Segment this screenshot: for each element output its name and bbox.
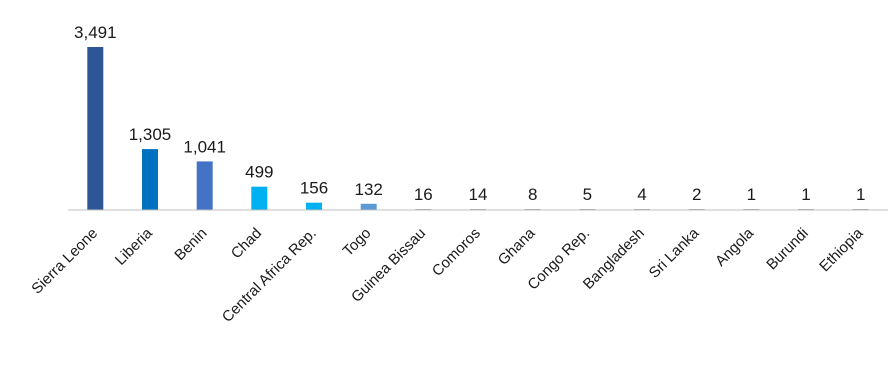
value-label: 14 bbox=[469, 185, 488, 204]
bar-benin bbox=[196, 161, 213, 210]
x-tick-label: Ghana bbox=[495, 224, 539, 268]
value-label: 4 bbox=[637, 185, 646, 204]
value-labels-layer: 3,491 1,305 1,041 499 156 132 16 14 8 5 4 2 1 1 1 bbox=[74, 23, 865, 204]
value-label: 3,491 bbox=[74, 23, 117, 42]
x-tick-label: Benin bbox=[171, 225, 210, 264]
x-tick-label: Liberia bbox=[112, 224, 156, 268]
bar-sierra-leone bbox=[87, 47, 104, 210]
value-label: 1 bbox=[801, 185, 810, 204]
x-tick-label: Burundi bbox=[763, 225, 812, 274]
value-label: 2 bbox=[692, 185, 701, 204]
x-tick-label: Central Africa Rep. bbox=[219, 225, 320, 326]
x-tick-label: Comoros bbox=[429, 225, 484, 280]
value-label: 16 bbox=[414, 185, 433, 204]
value-label: 156 bbox=[300, 179, 328, 198]
value-label: 5 bbox=[583, 185, 592, 204]
value-label: 8 bbox=[528, 185, 537, 204]
value-label: 1,041 bbox=[183, 137, 226, 156]
x-tick-label: Sierra Leone bbox=[28, 225, 101, 298]
value-label: 1 bbox=[856, 185, 865, 204]
bar-togo bbox=[360, 203, 377, 210]
bars-layer bbox=[87, 47, 869, 210]
bar-chad bbox=[251, 186, 268, 210]
x-tick-label: Angola bbox=[712, 224, 758, 270]
value-label: 1,305 bbox=[129, 125, 172, 144]
x-tick-label: Ethiopia bbox=[816, 224, 867, 275]
value-label: 499 bbox=[245, 163, 273, 182]
x-tick-label: Sri Lanka bbox=[646, 224, 703, 281]
bar-central-africa-rep bbox=[306, 202, 322, 210]
bar-liberia bbox=[142, 149, 158, 210]
x-tick-label: Togo bbox=[340, 225, 375, 260]
x-tick-label: Chad bbox=[228, 225, 265, 262]
value-label: 1 bbox=[747, 185, 756, 204]
value-label: 132 bbox=[355, 180, 383, 199]
